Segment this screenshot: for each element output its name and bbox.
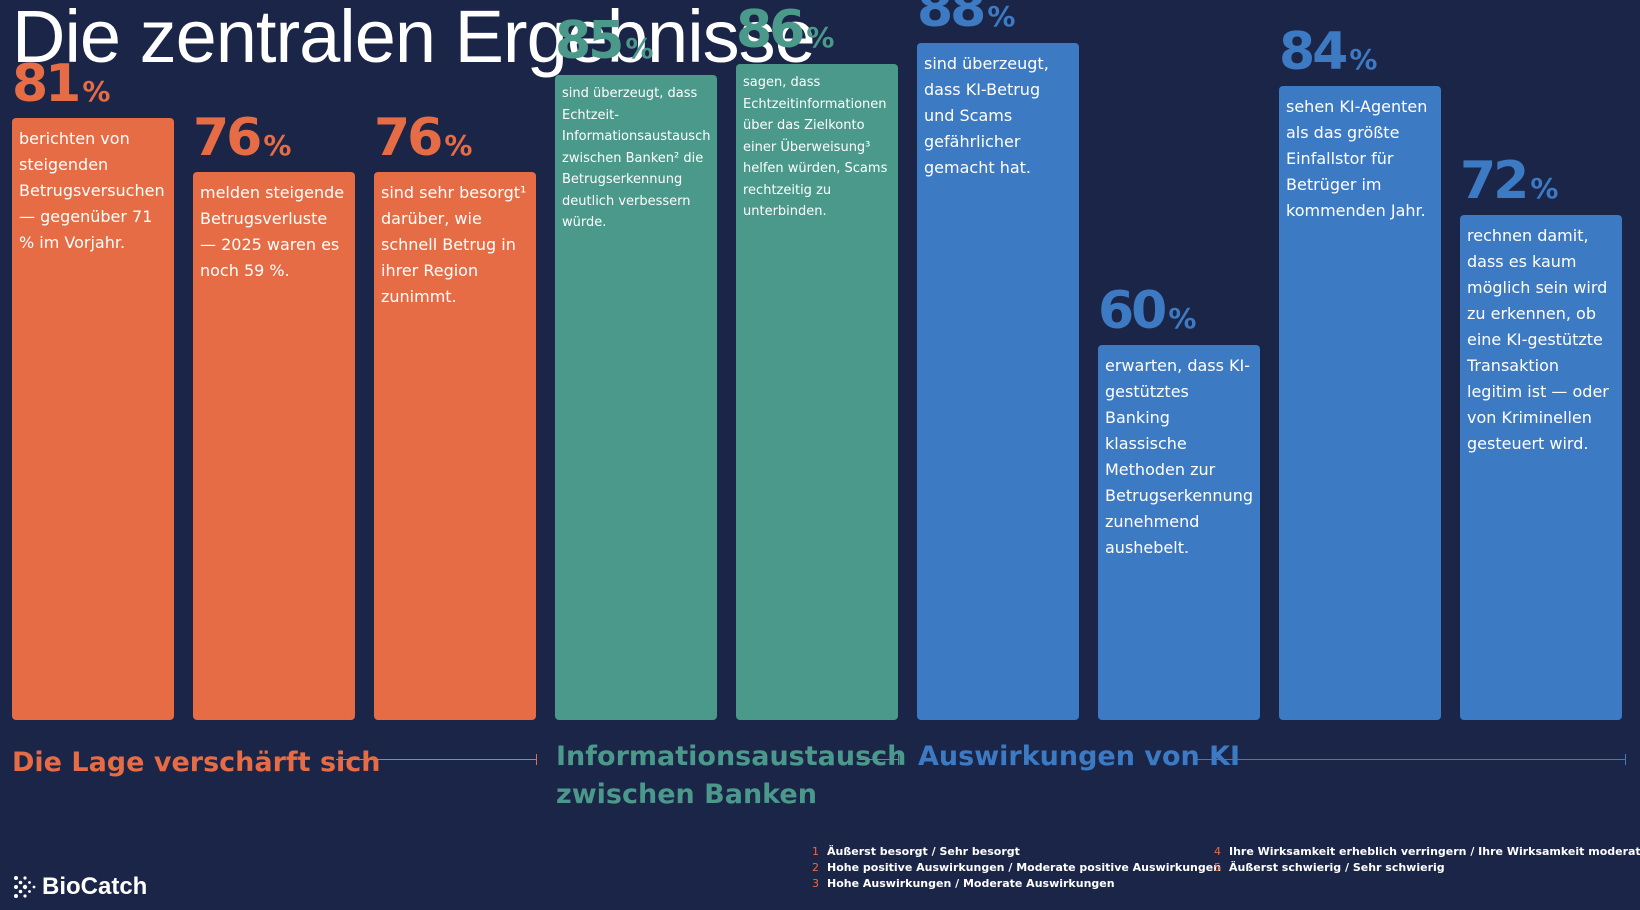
bar-description: sind überzeugt, dass KI-Betrug und Scams… [924, 54, 1049, 177]
group-connector-2 [858, 754, 899, 765]
bar-description: sind überzeugt, dass Echtzeit-Informatio… [562, 86, 711, 230]
bar-description: melden steigende Betrugsverluste — 2025 … [200, 183, 345, 280]
footnote-2: 2 Hohe positive Auswirkungen / Moderate p… [812, 861, 1222, 874]
bar-1: berichten von steigenden Betrugsversuche… [12, 118, 174, 720]
group-connector-3 [1196, 754, 1626, 765]
data-label-unit: % [625, 32, 654, 65]
data-label-9: 72% [1460, 155, 1558, 207]
data-label-unit: % [82, 75, 111, 108]
data-label-value: 76 [374, 108, 443, 168]
footnote-5: 5 Äußerst schwierig / Sehr schwierig [1214, 861, 1445, 874]
biocatch-logo-icon [14, 876, 36, 898]
bar-5: sagen, dass Echtzeitinformationen über d… [736, 64, 898, 720]
data-label-value: 85 [555, 11, 624, 71]
data-label-value: 88 [917, 0, 986, 39]
data-label-3: 76% [374, 112, 472, 164]
data-label-value: 72 [1460, 151, 1529, 211]
bar-9: rechnen damit, dass es kaum möglich sein… [1460, 215, 1622, 720]
data-label-2: 76% [193, 112, 291, 164]
data-label-4: 85% [555, 15, 653, 67]
bar-description: sind sehr besorgt¹ darüber, wie schnell … [381, 183, 527, 306]
footnote-4: 4 Ihre Wirksamkeit erheblich verringern /… [1214, 845, 1640, 858]
data-label-value: 60 [1098, 281, 1167, 341]
biocatch-logo: BioCatch [12, 873, 147, 901]
data-label-value: 84 [1279, 22, 1348, 82]
data-label-unit: % [444, 129, 473, 162]
bar-description: sagen, dass Echtzeitinformationen über d… [743, 75, 888, 219]
data-label-unit: % [987, 0, 1016, 33]
bar-6: sind überzeugt, dass KI-Betrug und Scams… [917, 43, 1079, 720]
bar-7: erwarten, dass KI-gestütztes Banking kla… [1098, 345, 1260, 720]
data-label-5: 86% [736, 4, 834, 56]
data-label-8: 84% [1279, 26, 1377, 78]
bar-description: rechnen damit, dass es kaum möglich sein… [1467, 226, 1609, 453]
footnotes-right: 4 Ihre Wirksamkeit erheblich verringern /… [1214, 844, 1640, 876]
group-label-3: Auswirkungen von KI [918, 741, 1241, 772]
data-label-value: 76 [193, 108, 262, 168]
footnotes-left: 1 Äußerst besorgt / Sehr besorgt 2 Hohe po… [812, 844, 1221, 892]
data-label-unit: % [1530, 172, 1559, 205]
footnote-1: 1 Äußerst besorgt / Sehr besorgt [812, 845, 1020, 858]
bar-8: sehen KI-Agenten als das größte Einfalls… [1279, 86, 1441, 720]
data-label-value: 81 [12, 54, 81, 114]
bar-4: sind überzeugt, dass Echtzeit-Informatio… [555, 75, 717, 720]
data-label-unit: % [1168, 302, 1197, 335]
data-label-unit: % [806, 21, 835, 54]
page-title: Die zentralen Ergebnisse [12, 0, 816, 78]
bar-description: sehen KI-Agenten als das größte Einfalls… [1286, 97, 1428, 220]
data-label-1: 81% [12, 58, 110, 110]
bar-description: erwarten, dass KI-gestütztes Banking kla… [1105, 356, 1253, 557]
data-label-unit: % [263, 129, 292, 162]
footnote-3: 3 Hohe Auswirkungen / Moderate Auswirkung… [812, 877, 1115, 890]
group-label-2: Informationsaustausch zwischen Banken [556, 741, 907, 810]
data-label-7: 60% [1098, 285, 1196, 337]
bar-3: sind sehr besorgt¹ darüber, wie schnell … [374, 172, 536, 720]
group-connector-1 [336, 754, 537, 765]
data-label-6: 88% [917, 0, 1015, 35]
logo-text: BioCatch [42, 873, 148, 900]
group-label-1: Die Lage verschärft sich [12, 747, 381, 778]
bar-description: berichten von steigenden Betrugsversuche… [19, 129, 165, 252]
data-label-value: 86 [736, 0, 805, 60]
data-label-unit: % [1349, 43, 1378, 76]
bar-2: melden steigende Betrugsverluste — 2025 … [193, 172, 355, 720]
